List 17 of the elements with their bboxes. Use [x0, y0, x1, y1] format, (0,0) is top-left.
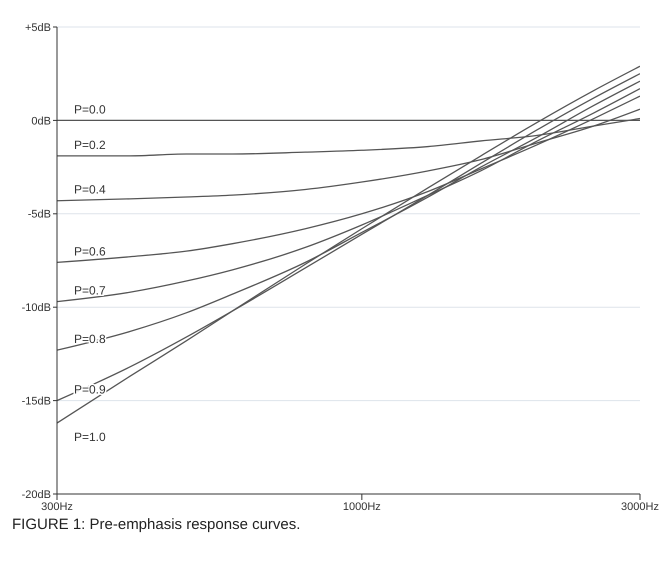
series-label: P=0.6	[74, 244, 106, 258]
series-label: P=0.8	[74, 332, 106, 346]
series-label: P=0.7	[74, 284, 106, 298]
y-tick-label: -15dB	[22, 396, 51, 408]
y-tick-label: 0dB	[31, 115, 51, 128]
y-tick-label: -20dB	[22, 488, 51, 501]
x-tick-label: 3000Hz	[621, 500, 659, 513]
series-label: P=0.2	[74, 138, 106, 152]
x-tick-label: 300Hz	[41, 500, 73, 513]
x-tick-label: 1000Hz	[342, 500, 381, 513]
y-tick-label: +5dB	[25, 22, 51, 34]
y-tick-label: -10dB	[22, 302, 51, 314]
series-label: P=1.0	[74, 430, 106, 444]
text: FIGURE 1: Pre-emphasis response curves.	[12, 516, 300, 533]
series-label: P=0.4	[74, 182, 106, 197]
series-label: P=0.0	[74, 102, 106, 116]
y-tick-label: -5dB	[28, 208, 51, 221]
